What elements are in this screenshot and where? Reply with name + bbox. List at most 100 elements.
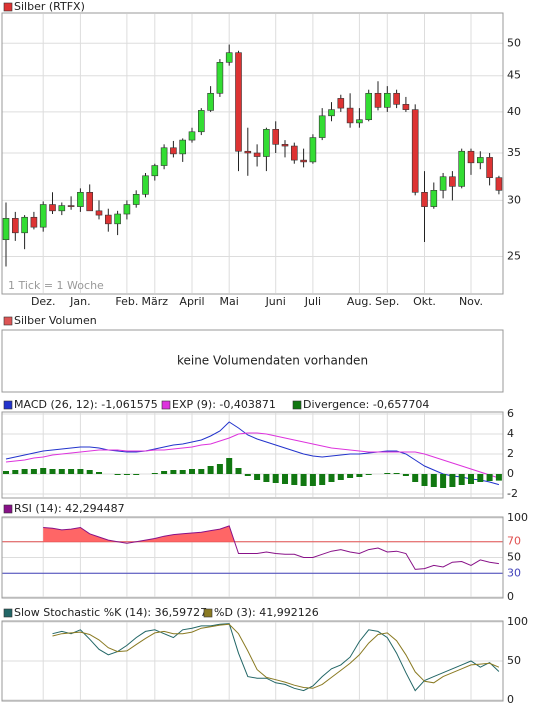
legend-swatch: [292, 400, 302, 410]
panel-frame: [1, 329, 504, 393]
bar: [495, 474, 502, 481]
candle-body: [2, 218, 10, 241]
x-tick-label: Juli: [304, 295, 321, 308]
bar: [207, 466, 214, 474]
candle-body: [216, 62, 224, 94]
candle-body: [309, 137, 317, 163]
bar: [86, 470, 93, 474]
bar: [337, 474, 344, 480]
bar: [356, 474, 363, 477]
bar: [430, 474, 437, 487]
legend-label: Slow Stochastic %K (14): 36,59727: [14, 606, 207, 619]
bar: [402, 474, 409, 476]
candle-body: [253, 152, 261, 157]
bar: [347, 474, 354, 478]
candle-body: [170, 147, 177, 155]
candle-body: [300, 159, 307, 163]
candle-body: [495, 177, 503, 191]
candle-body: [346, 107, 354, 124]
candle-body: [328, 109, 335, 117]
candle-body: [86, 192, 93, 212]
y-tick-label: -2: [507, 487, 518, 500]
series-line: [5, 432, 500, 479]
bar: [179, 470, 186, 474]
bar: [114, 474, 121, 475]
bar: [3, 471, 9, 474]
candle-body: [198, 110, 205, 133]
x-tick-label: Mai: [220, 295, 239, 308]
note: 1 Tick = 1 Woche: [8, 279, 104, 292]
y-tick-label: 25: [507, 249, 521, 262]
panel-frame: [1, 516, 504, 599]
x-tick-label: März: [142, 295, 169, 308]
bar: [68, 469, 75, 474]
candle-body: [132, 194, 140, 205]
candle-body: [439, 176, 447, 191]
y-tick-label: 70: [507, 535, 521, 548]
bar: [189, 469, 195, 474]
series-line: [52, 623, 500, 689]
y-tick-label: 50: [507, 654, 521, 667]
bar: [12, 470, 19, 474]
x-tick-label: Okt.: [413, 295, 436, 308]
candle-body: [393, 92, 400, 105]
x-tick-label: Dez.: [31, 295, 56, 308]
bar: [161, 471, 168, 474]
legend-swatch: [203, 608, 213, 618]
bar: [272, 474, 279, 483]
bar: [263, 474, 270, 482]
candle-body: [179, 139, 186, 155]
y-tick-label: 100: [507, 511, 528, 524]
candle-body: [58, 205, 66, 212]
candle-body: [49, 204, 56, 212]
bar: [30, 469, 37, 474]
series-line: [52, 623, 500, 692]
candle-body: [263, 129, 270, 157]
candle-body: [476, 157, 484, 164]
candle-body: [114, 213, 121, 225]
bar: [291, 474, 298, 485]
candle-body: [374, 92, 382, 108]
bar: [458, 474, 465, 485]
y-tick-label: 0: [507, 590, 514, 603]
y-tick-label: 30: [507, 193, 521, 206]
y-tick-label: 45: [507, 69, 521, 82]
bar: [300, 474, 307, 486]
candle-body: [383, 92, 391, 108]
x-tick-label: Juni: [265, 295, 286, 308]
legend-swatch: [161, 400, 171, 410]
candle-body: [281, 144, 289, 147]
candle-body: [39, 204, 47, 228]
candle-body: [67, 205, 75, 207]
y-tick-label: 4: [507, 427, 514, 440]
candle-body: [421, 192, 428, 207]
candle-body: [151, 165, 159, 177]
y-tick-label: 50: [507, 36, 521, 49]
series-line: [43, 525, 499, 570]
bar: [170, 470, 177, 474]
message: keine Volumendaten vorhanden: [177, 354, 368, 368]
legend-label: Divergence: -0,657704: [303, 398, 429, 411]
x-tick-label: Feb.: [115, 295, 138, 308]
legend-label: RSI (14): 42,294487: [14, 502, 125, 515]
bar: [468, 474, 474, 484]
x-tick-label: Sep.: [375, 295, 399, 308]
bar: [393, 473, 400, 474]
bar: [412, 474, 419, 482]
legend-label: EXP (9): -0,403871: [172, 398, 276, 411]
candle-body: [21, 216, 28, 234]
candle-body: [486, 157, 493, 178]
bar: [151, 473, 158, 474]
candle-body: [105, 214, 112, 225]
y-tick-label: 40: [507, 105, 521, 118]
candle-body: [77, 192, 84, 207]
legend-swatch: [3, 316, 13, 326]
y-tick-label: 6: [507, 407, 514, 420]
legend-swatch: [3, 608, 13, 618]
bar: [198, 469, 205, 474]
bar: [319, 474, 326, 485]
candle-body: [449, 176, 456, 187]
y-tick-label: 35: [507, 146, 521, 159]
bar: [384, 473, 391, 474]
y-tick-label: 100: [507, 615, 528, 628]
